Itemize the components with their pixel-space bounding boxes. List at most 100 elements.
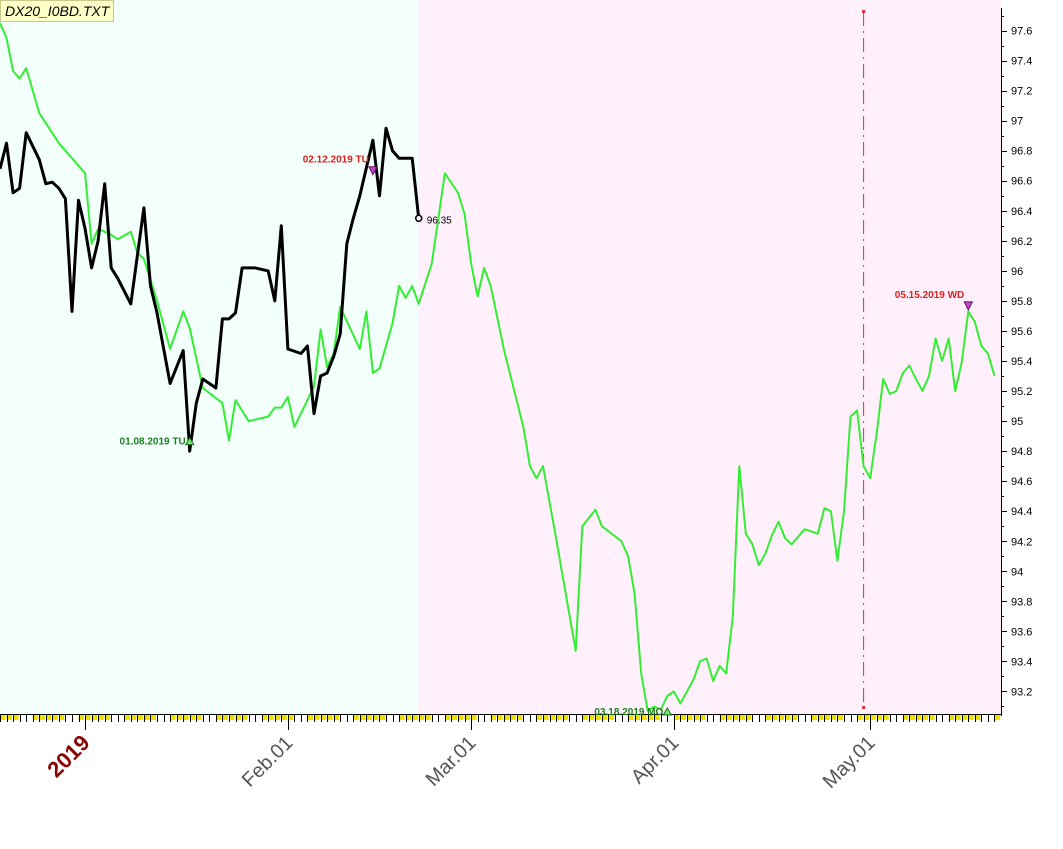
- x-day-block: [353, 715, 359, 720]
- background-region-1: [418, 0, 1001, 714]
- x-day-block: [870, 715, 876, 720]
- x-day-block: [608, 715, 614, 720]
- x-day-block: [909, 715, 915, 720]
- x-day-block: [320, 715, 327, 720]
- x-day-block: [170, 715, 176, 720]
- x-day-block: [772, 715, 778, 720]
- x-day-block: [52, 715, 58, 720]
- x-day-block: [817, 715, 824, 720]
- x-tick-label: Feb.01: [238, 732, 298, 792]
- x-day-block: [58, 715, 65, 720]
- x-day-block: [228, 715, 235, 720]
- x-day-block: [333, 715, 340, 720]
- y-tick-label: 94.8: [1011, 446, 1032, 458]
- x-day-block: [314, 715, 320, 720]
- series-layer: [0, 22, 996, 712]
- y-tick-label: 94.2: [1011, 536, 1032, 548]
- x-day-block: [0, 715, 6, 720]
- x-tick-label: 2019: [42, 730, 94, 782]
- x-day-block: [451, 715, 457, 720]
- y-tick-label: 93.6: [1011, 626, 1032, 638]
- annotations: 96.35 01.08.2019 TU 02.12.2019 TU 03.18.201…: [120, 155, 974, 718]
- x-day-block: [45, 715, 52, 720]
- x-day-block: [510, 715, 516, 720]
- x-day-block: [948, 715, 955, 720]
- y-tick-label: 93.4: [1011, 656, 1032, 668]
- x-day-block: [503, 715, 510, 720]
- x-day-block: [556, 715, 562, 720]
- x-day-block: [883, 715, 889, 720]
- x-day-block: [366, 715, 372, 720]
- annotation-label: 05.15.2019 WD: [895, 290, 965, 301]
- y-tick-label: 95.4: [1011, 356, 1032, 368]
- x-day-block: [104, 715, 111, 720]
- x-day-block: [562, 715, 569, 720]
- x-day-block: [124, 715, 130, 720]
- x-day-block: [922, 715, 929, 720]
- y-tick-label: 95.6: [1011, 326, 1032, 338]
- y-tick-label: 96.4: [1011, 206, 1032, 218]
- x-day-block: [78, 715, 85, 720]
- x-day-block: [680, 715, 686, 720]
- x-day-block: [490, 715, 497, 720]
- x-day-block: [457, 715, 464, 720]
- x-day-block: [902, 715, 909, 720]
- y-tick-label: 93.2: [1011, 686, 1032, 698]
- vertical-marker-bottom: [862, 706, 866, 709]
- x-day-block: [778, 715, 785, 720]
- annotation-label: 01.08.2019 TU: [120, 437, 186, 448]
- x-day-block: [6, 715, 13, 720]
- x-day-block: [595, 715, 601, 720]
- x-day-block: [588, 715, 595, 720]
- x-day-block: [857, 715, 863, 720]
- x-tick-label: Mar.01: [422, 732, 481, 791]
- x-day-block: [732, 715, 739, 720]
- x-day-block: [91, 715, 98, 720]
- x-day-block: [968, 715, 974, 720]
- x-day-block: [549, 715, 556, 720]
- x-day-block: [739, 715, 745, 720]
- background-regions: [0, 0, 1001, 714]
- y-tick-label: 94: [1011, 566, 1023, 578]
- x-day-block: [654, 715, 660, 720]
- x-day-block: [418, 715, 425, 720]
- x-day-block: [634, 715, 641, 720]
- annotation-label: 02.12.2019 TU: [303, 155, 369, 166]
- x-day-block: [379, 715, 386, 720]
- x-day-block: [287, 715, 294, 720]
- x-day-block: [726, 715, 732, 720]
- y-tick-label: 93.8: [1011, 596, 1032, 608]
- x-day-block: [765, 715, 772, 720]
- y-tick-label: 97.2: [1011, 86, 1032, 98]
- x-day-block: [700, 715, 706, 720]
- x-day-block: [261, 715, 268, 720]
- x-day-block: [39, 715, 45, 720]
- x-day-block: [471, 715, 477, 720]
- x-day-block: [425, 715, 431, 720]
- annotation-label: 03.18.2019 MO: [594, 707, 663, 718]
- annotation-up-arrow: [662, 706, 673, 716]
- x-day-block: [307, 715, 314, 720]
- x-day-block: [215, 715, 222, 720]
- x-axis: 2019 Feb.01 Mar.01 Apr.01 May.01: [0, 714, 1001, 793]
- x-day-block: [837, 715, 843, 720]
- y-tick-label: 95.2: [1011, 386, 1032, 398]
- x-day-block: [183, 715, 189, 720]
- x-day-block: [745, 715, 752, 720]
- background-region-0: [0, 0, 419, 714]
- x-day-block: [686, 715, 693, 720]
- x-day-block: [536, 715, 543, 720]
- y-tick-label: 97.4: [1011, 56, 1032, 68]
- x-day-block: [150, 715, 157, 720]
- x-day-block: [915, 715, 922, 720]
- y-tick-label: 94.6: [1011, 476, 1032, 488]
- x-day-block: [641, 715, 647, 720]
- y-tick-label: 96.2: [1011, 236, 1032, 248]
- x-day-block: [628, 715, 634, 720]
- x-day-block: [693, 715, 700, 720]
- annotation-up-arrow: [184, 436, 195, 446]
- y-tick-label: 97.6: [1011, 26, 1032, 38]
- x-day-block: [497, 715, 503, 720]
- x-day-block: [785, 715, 791, 720]
- x-day-block: [824, 715, 830, 720]
